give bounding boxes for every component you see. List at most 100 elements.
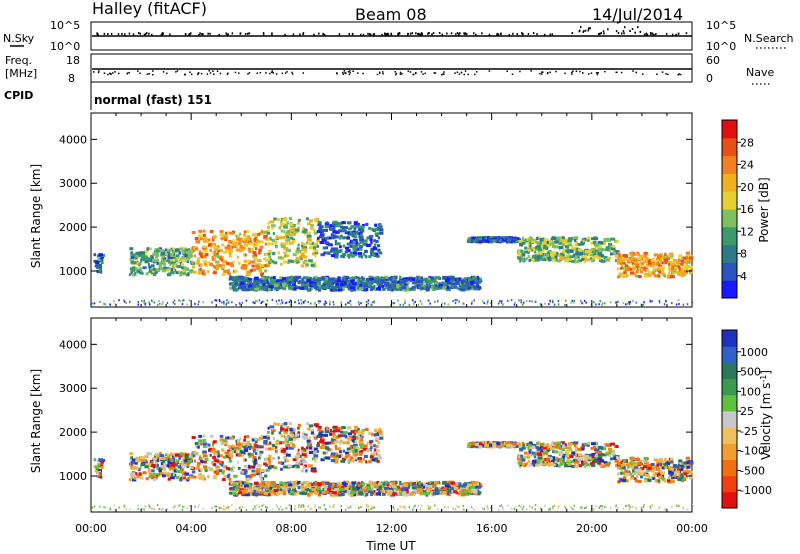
power-echo-cell (333, 235, 339, 239)
power-echo-cell (163, 266, 167, 270)
power-noise-cell (297, 299, 300, 302)
power-echo-cell (232, 260, 235, 264)
velocity-echo-cell (223, 465, 228, 469)
power-noise-cell (99, 300, 101, 303)
station-title: Halley (fitACF) (92, 0, 207, 18)
velocity-echo-cell (213, 463, 217, 467)
power-echo-cell (629, 271, 635, 275)
power-echo-cell (640, 270, 643, 274)
power-noise-cell (113, 300, 115, 303)
power-echo-cell (619, 256, 622, 260)
velocity-echo-cell (231, 491, 236, 495)
power-echo-cell (369, 235, 372, 239)
velocity-echo-cell (266, 468, 270, 472)
power-echo-cell (158, 261, 163, 265)
nave-point (464, 70, 467, 72)
power-noise-cell (225, 303, 227, 306)
velocity-echo-cell (371, 458, 376, 462)
velocity-echo-cell (334, 444, 338, 448)
power-echo-cell (664, 252, 667, 256)
velocity-echo-cell (131, 466, 137, 470)
power-echo-cell (165, 259, 170, 263)
nsearch-point (621, 32, 623, 35)
power-echo-cell (100, 255, 104, 259)
power-echo-cell (547, 255, 551, 259)
power-noise-cell (256, 300, 258, 303)
velocity-echo-cell (280, 434, 284, 438)
power-echo-cell (330, 233, 334, 237)
power-noise-cell (413, 302, 415, 305)
velocity-echo-cell (252, 456, 257, 459)
velocity-echo-cell (191, 436, 196, 439)
velocity-echo-cell (465, 486, 469, 490)
power-echo-cell (683, 267, 687, 271)
velocity-echo-cell (163, 457, 168, 461)
power-noise-cell (417, 303, 420, 306)
velocity-echo-cell (233, 484, 236, 488)
velocity-echo-cell (198, 476, 203, 480)
velocity-echo-cell (269, 488, 274, 491)
power-echo-cell (309, 284, 313, 288)
power-echo-cell (620, 266, 623, 270)
power-echo-cell (222, 234, 228, 238)
power-echo-cell (366, 279, 370, 283)
power-echo-cell (331, 281, 335, 285)
velocity-echo-cell (296, 491, 300, 495)
velocity-echo-cell (271, 465, 275, 469)
power-echo-cell (248, 242, 251, 245)
velocity-echo-cell (232, 489, 238, 493)
power-echo-cell (657, 274, 660, 278)
velocity-echo-cell (197, 461, 201, 465)
power-echo-cell (542, 246, 548, 250)
velocity-echo-cell (174, 469, 176, 473)
velocity-echo-cell (230, 469, 235, 473)
velocity-echo-cell (276, 492, 279, 496)
power-noise-cell (275, 300, 278, 303)
power-echo-cell (210, 230, 214, 233)
velocity-echo-cell (277, 456, 280, 460)
nave-point (541, 73, 543, 75)
power-echo-cell (342, 244, 345, 248)
velocity-echo-cell (222, 439, 228, 443)
power-noise-cell (573, 299, 576, 302)
power-echo-cell (308, 246, 314, 249)
velocity-echo-cell (181, 464, 186, 468)
velocity-echo-cell (360, 430, 365, 434)
power-echo-cell (264, 269, 268, 273)
power-echo-cell (214, 254, 220, 258)
colorbar-swatch (722, 262, 737, 281)
velocity-echo-cell (370, 491, 374, 495)
velocity-echo-cell (197, 476, 201, 480)
power-echo-cell (677, 273, 682, 276)
nsearch-point (481, 32, 483, 35)
power-echo-cell (226, 231, 230, 235)
velocity-echo-cell (134, 476, 137, 480)
velocity-echo-cell (213, 470, 216, 474)
power-echo-cell (641, 255, 647, 259)
power-echo-cell (363, 239, 368, 243)
power-echo-cell (492, 239, 497, 243)
velocity-echo-cell (283, 452, 288, 455)
velocity-echo-cell (144, 459, 148, 463)
power-echo-cell (139, 271, 144, 275)
power-echo-cell (383, 275, 389, 279)
nsearch-point (284, 33, 286, 36)
power-echo-cell (268, 249, 272, 253)
velocity-echo-cell (285, 453, 291, 457)
power-echo-cell (263, 234, 268, 238)
power-noise-cell (585, 301, 587, 304)
velocity-echo-cell (148, 470, 152, 474)
power-echo-cell (348, 255, 351, 259)
power-echo-cell (627, 267, 633, 271)
nsearch-point (148, 32, 150, 35)
power-echo-cell (550, 256, 554, 260)
power-echo-cell (689, 265, 693, 269)
power-echo-cell (307, 222, 311, 226)
nsearch-point (318, 32, 320, 35)
nave-point (677, 74, 679, 76)
power-echo-cell (287, 259, 293, 263)
power-echo-cell (605, 258, 610, 261)
velocity-echo-cell (152, 478, 157, 482)
power-echo-cell (348, 277, 352, 281)
power-echo-cell (227, 271, 231, 275)
